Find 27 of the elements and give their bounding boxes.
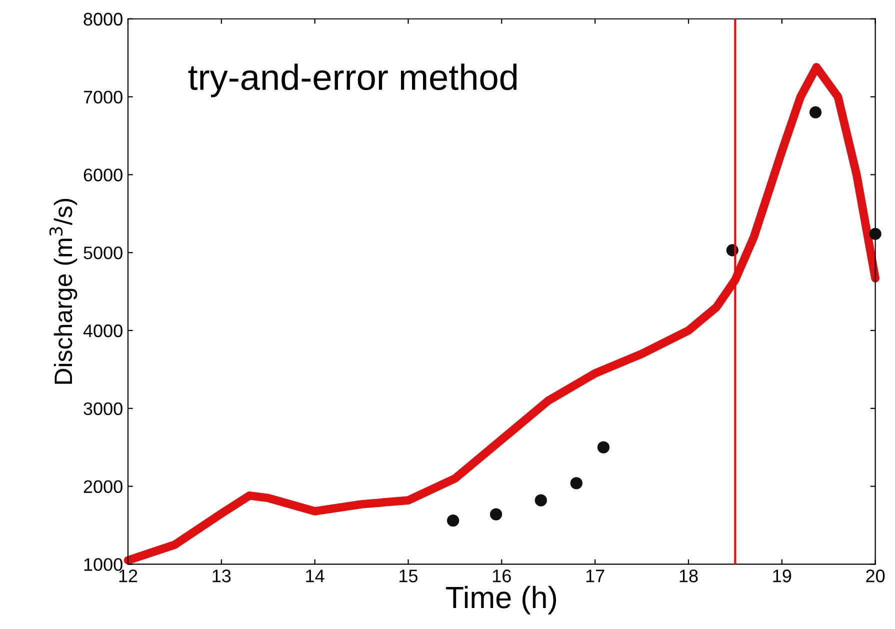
point [809, 106, 822, 118]
point [869, 228, 882, 240]
x-tick-label: 15 [400, 570, 418, 582]
y-tick-label: 3000 [84, 402, 122, 416]
x-tick-label: 12 [119, 570, 138, 582]
y-tick-label: 5000 [84, 246, 122, 260]
point [446, 514, 460, 527]
x-tick-label: 20 [866, 570, 885, 582]
x-axis-title: Time (h) [446, 586, 556, 614]
y-tick-label: 4000 [83, 324, 122, 338]
y-axis-title: Discharge (m$^{3}$/s) [49, 198, 78, 384]
x-tick-label: 17 [586, 570, 604, 582]
point [597, 441, 610, 454]
x-tick-label: 14 [306, 570, 324, 582]
point [534, 494, 547, 506]
y-tick-label: 8000 [84, 12, 122, 26]
annotation: try-and-error method [188, 64, 517, 98]
y-tick-label: 7000 [84, 90, 122, 104]
y-tick-label: 2000 [84, 480, 122, 494]
x-tick-label: 18 [680, 570, 698, 582]
point [570, 477, 582, 490]
y-tick-label: 6000 [84, 168, 122, 182]
x-tick-label: 13 [212, 570, 231, 582]
y-tick-label: 1000 [84, 558, 122, 571]
x-tick-label: 19 [773, 570, 792, 582]
point [490, 508, 502, 520]
x-tick-label: 16 [492, 570, 511, 582]
